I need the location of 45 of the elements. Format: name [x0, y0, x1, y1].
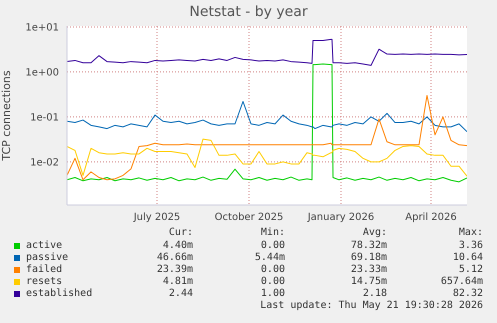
- text: 23.39m: [156, 264, 193, 275]
- text: Last update: Thu May 21 19:30:28 2026: [260, 300, 483, 311]
- legend-label: passive: [26, 252, 68, 263]
- legend-label: active: [26, 240, 62, 251]
- text: Cur:: [168, 227, 193, 238]
- text: 4.40m: [162, 240, 193, 251]
- text: 2.44: [168, 288, 193, 299]
- text: 46.66m: [156, 252, 193, 263]
- text: 4.81m: [162, 276, 193, 287]
- line-series: [67, 38, 467, 66]
- legend-label: established: [26, 288, 92, 299]
- x-tick-label: January 2026: [306, 212, 374, 224]
- text: Max:: [458, 227, 483, 238]
- line-series: [67, 101, 467, 132]
- y-tick-label: 1e+01: [25, 22, 59, 34]
- y-tick-label: 1e-01: [30, 112, 59, 124]
- text: 82.32: [452, 288, 483, 299]
- legend-label: failed: [26, 264, 62, 275]
- text: 1.00: [260, 288, 285, 299]
- text: 0.00: [260, 276, 285, 287]
- text: 10.64: [452, 252, 483, 263]
- text: 0.00: [260, 240, 285, 251]
- line-series: [67, 64, 467, 182]
- text: 3.36: [458, 240, 483, 251]
- x-tick-label: April 2026: [405, 212, 457, 224]
- text: 0.00: [260, 264, 285, 275]
- text: 78.32m: [350, 240, 387, 251]
- line-series: [67, 138, 467, 177]
- y-tick-label: 1e-02: [30, 157, 59, 168]
- x-tick-label: July 2025: [132, 212, 180, 224]
- text: 657.64m: [440, 276, 483, 287]
- x-tick-label: October 2025: [214, 212, 284, 224]
- text: 69.18m: [350, 252, 387, 263]
- text: Avg:: [362, 227, 387, 238]
- text: 5.44m: [254, 252, 285, 263]
- text: Min:: [260, 227, 285, 238]
- text: 23.33m: [350, 264, 387, 275]
- y-tick-label: 1e+00: [25, 67, 59, 78]
- line-series: [67, 94, 467, 180]
- text: 5.12: [458, 264, 483, 275]
- y-axis-title: TCP connections: [0, 70, 13, 162]
- text: 2.18: [362, 288, 387, 299]
- text: 14.75m: [350, 276, 387, 287]
- chart-title: Netstat - by year: [188, 4, 309, 20]
- legend-label: resets: [26, 276, 62, 287]
